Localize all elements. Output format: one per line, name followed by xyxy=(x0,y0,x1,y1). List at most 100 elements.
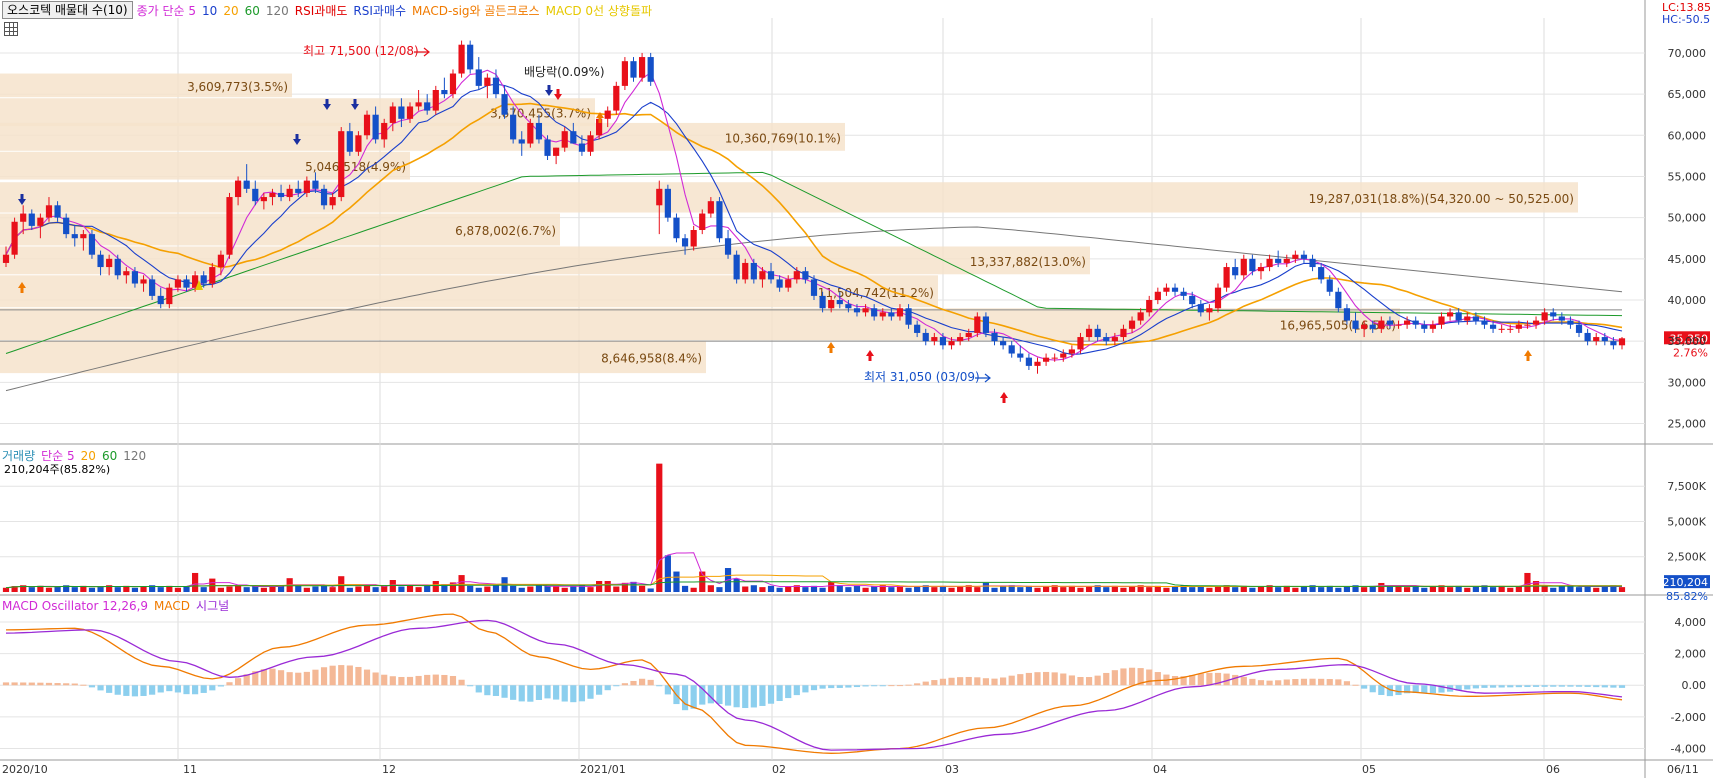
candle xyxy=(699,209,706,235)
candle-body xyxy=(415,102,422,107)
series-selector[interactable]: 오스코텍 매물대 수(10) xyxy=(2,1,133,19)
macd-oscillator-bar xyxy=(415,675,422,686)
candle-body xyxy=(1223,267,1230,288)
macd-oscillator-bar xyxy=(140,685,147,696)
volume-bar xyxy=(1111,585,1118,592)
volume-bar xyxy=(1489,587,1497,592)
candle-body xyxy=(1025,357,1032,366)
signal-arrow-icon xyxy=(1000,392,1008,403)
macd-oscillator-bar xyxy=(896,685,904,687)
candle-body xyxy=(11,221,18,255)
macd-oscillator-bar xyxy=(1300,678,1308,686)
x-axis-label: 06/11 xyxy=(1667,763,1699,776)
volume-bar xyxy=(1292,587,1299,592)
candle xyxy=(724,230,732,259)
macd-oscillator-bar xyxy=(372,672,379,686)
candle xyxy=(1335,287,1342,313)
macd-oscillator-bar xyxy=(1515,685,1522,688)
volume-profile-label: 6,878,002(6.7%) xyxy=(455,224,556,238)
candle-body xyxy=(613,85,620,111)
candle xyxy=(1197,300,1204,317)
macd-oscillator-bar xyxy=(1128,667,1136,686)
macd-oscillator-bar xyxy=(1068,675,1075,686)
candle xyxy=(398,98,405,128)
candle-body xyxy=(1481,320,1488,325)
macd-oscillator-bar xyxy=(209,685,216,691)
dividend-annotation: 배당락(0.09%) xyxy=(524,65,605,79)
candle xyxy=(192,271,199,292)
candle xyxy=(750,258,757,284)
volume-bar xyxy=(733,578,740,592)
volume-bar xyxy=(1128,586,1136,592)
candle xyxy=(252,180,259,206)
macd-oscillator-bar xyxy=(1593,685,1600,688)
volume-bar xyxy=(441,584,448,592)
candle-body xyxy=(389,106,396,123)
macd-oscillator-bar xyxy=(131,685,139,697)
volume-bar xyxy=(63,585,70,592)
volume-profile: 3,609,773(3.5%)3,670,455(3.7%)10,360,769… xyxy=(0,73,1622,374)
volume-bar xyxy=(1369,585,1376,592)
table-toggle-icon[interactable] xyxy=(4,22,18,36)
macd-oscillator-bar xyxy=(690,685,697,709)
macd-oscillator-bar xyxy=(699,685,706,705)
macd-oscillator-bar xyxy=(346,665,353,686)
candle-body xyxy=(286,188,293,198)
volume-legend: 거래량 단순 5 20 60 120 xyxy=(2,447,152,464)
macd-oscillator-bar xyxy=(1223,673,1230,686)
legend-item: RSI과매수 xyxy=(353,3,407,18)
price-tick-label: 40,000 xyxy=(1668,294,1707,307)
candle-body xyxy=(914,324,921,333)
candle-body xyxy=(1575,324,1583,333)
candle xyxy=(1025,353,1032,370)
candle-body xyxy=(621,61,628,86)
x-axis-label: 03 xyxy=(945,763,959,776)
candle-body xyxy=(217,254,224,268)
macd-oscillator-bar xyxy=(1343,681,1351,686)
candle-body xyxy=(785,279,792,288)
macd-oscillator-bar xyxy=(1455,685,1462,691)
volume-bar xyxy=(1085,586,1093,592)
price-tick-label: 30,000 xyxy=(1668,376,1707,389)
candle-body xyxy=(37,217,44,226)
candle xyxy=(1532,316,1540,329)
candle-body xyxy=(1300,254,1308,259)
volume-bar xyxy=(1464,587,1471,592)
volume-bar xyxy=(20,585,27,592)
macd-oscillator-bar xyxy=(28,682,35,686)
candle xyxy=(982,312,990,338)
volume-bar xyxy=(1171,586,1179,592)
volume-bar xyxy=(303,587,310,592)
macd-tick-label: 2,000 xyxy=(1675,648,1707,661)
macd-oscillator-bar xyxy=(836,685,843,688)
candle-body xyxy=(1532,320,1540,325)
volume-bar xyxy=(553,586,560,592)
volume-bar xyxy=(1575,587,1583,592)
candle-body xyxy=(1034,361,1041,366)
candle-body xyxy=(1283,258,1290,263)
candle-body xyxy=(1292,254,1299,259)
macd-oscillator-bar xyxy=(828,685,835,689)
macd-tick-label: -2,000 xyxy=(1671,711,1706,724)
candle xyxy=(458,40,465,78)
macd-oscillator-bar xyxy=(71,683,78,686)
macd-oscillator-bar xyxy=(888,685,895,687)
volume-bar xyxy=(957,586,964,592)
macd-oscillator-bar xyxy=(406,676,414,686)
candle xyxy=(1300,250,1308,263)
volume-bar xyxy=(234,585,242,592)
candle-body xyxy=(209,267,216,284)
candle-body xyxy=(131,271,139,284)
legend-item: 시그널 xyxy=(196,599,230,613)
candle-body xyxy=(54,205,61,218)
volume-bar xyxy=(1137,585,1144,592)
candle xyxy=(1438,312,1445,329)
macd-oscillator-bar xyxy=(149,685,156,695)
macd-oscillator-bar xyxy=(587,685,594,699)
candle-body xyxy=(879,312,886,317)
candle-body xyxy=(724,238,732,255)
candle-body xyxy=(647,57,654,82)
candle xyxy=(1017,345,1024,362)
macd-oscillator-bar xyxy=(475,685,482,693)
volume-tick-label: 7,500K xyxy=(1667,480,1706,493)
